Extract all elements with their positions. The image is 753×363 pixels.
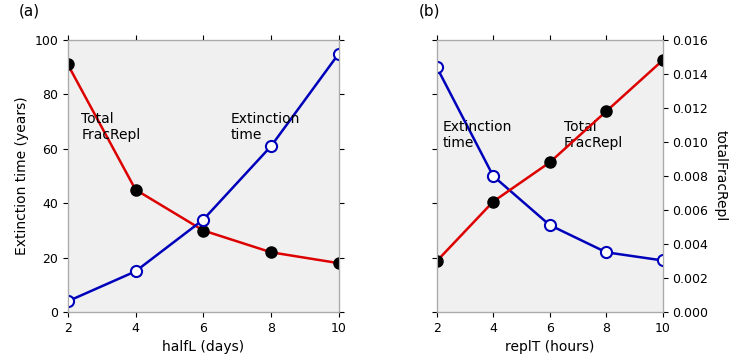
Y-axis label: totalFracRepl: totalFracRepl xyxy=(714,130,728,222)
Y-axis label: Extinction time (years): Extinction time (years) xyxy=(14,97,29,255)
Text: Total
FracRepl: Total FracRepl xyxy=(564,120,623,150)
X-axis label: replT (hours): replT (hours) xyxy=(505,340,594,354)
Text: (a): (a) xyxy=(19,3,40,18)
Text: Total
FracRepl: Total FracRepl xyxy=(81,112,141,142)
Text: Extinction
time: Extinction time xyxy=(230,112,300,142)
X-axis label: halfL (days): halfL (days) xyxy=(162,340,245,354)
Text: (b): (b) xyxy=(419,3,441,18)
Text: Extinction
time: Extinction time xyxy=(442,120,512,150)
